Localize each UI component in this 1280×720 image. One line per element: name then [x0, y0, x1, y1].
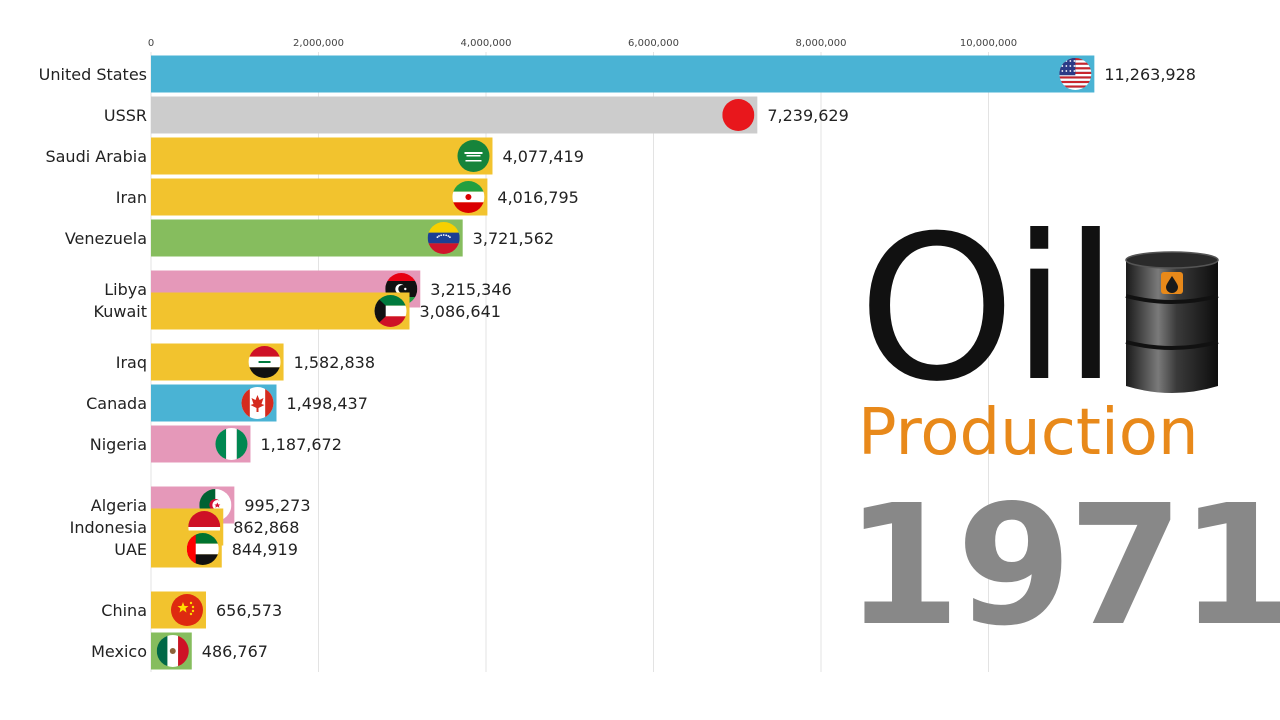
oil-barrel-icon [1125, 251, 1219, 393]
canada-flag-icon [241, 387, 274, 419]
x-tick-label: 6,000,000 [628, 38, 679, 49]
value-label: 11,263,928 [1104, 65, 1196, 84]
category-label: Indonesia [70, 518, 147, 537]
mexico-flag-icon [156, 635, 189, 667]
value-label: 1,187,672 [260, 435, 341, 454]
value-label: 1,498,437 [286, 394, 367, 413]
chart-subtitle: Production [858, 396, 1199, 470]
value-label: 844,919 [232, 540, 298, 559]
value-label: 995,273 [244, 496, 310, 515]
category-label: USSR [104, 106, 147, 125]
us-flag-icon [1059, 58, 1092, 90]
category-label: Iran [116, 188, 147, 207]
bar-united-states [151, 55, 1095, 93]
value-label: 3,721,562 [473, 229, 554, 248]
uae-flag-icon [186, 533, 219, 565]
category-label: UAE [114, 540, 147, 559]
category-label: United States [39, 65, 147, 84]
saudi-flag-icon [457, 140, 490, 172]
category-label: Libya [104, 280, 147, 299]
x-tick-label: 8,000,000 [796, 38, 847, 49]
value-label: 4,077,419 [502, 147, 583, 166]
x-tick-label: 2,000,000 [293, 38, 344, 49]
category-label: Kuwait [94, 302, 147, 321]
category-label: Algeria [91, 496, 147, 515]
bar-kuwait [151, 292, 410, 330]
category-label: Mexico [91, 642, 147, 661]
chart-title: Oil [858, 193, 1119, 426]
value-label: 7,239,629 [767, 106, 848, 125]
value-label: 1,582,838 [294, 353, 375, 372]
value-label: 4,016,795 [497, 188, 578, 207]
venezuela-flag-icon [427, 222, 460, 254]
category-label: Iraq [116, 353, 147, 372]
nigeria-flag-icon [215, 428, 248, 460]
category-label: China [101, 601, 147, 620]
iraq-flag-icon [248, 346, 281, 378]
value-label: 862,868 [233, 518, 299, 537]
value-label: 486,767 [202, 642, 268, 661]
category-label: Saudi Arabia [45, 147, 147, 166]
kuwait-flag-icon [374, 295, 407, 327]
china-flag-icon [170, 594, 203, 626]
category-label: Canada [86, 394, 147, 413]
category-label: Venezuela [65, 229, 147, 248]
value-label: 656,573 [216, 601, 282, 620]
bar-ussr [151, 96, 758, 134]
iran-flag-icon [452, 181, 485, 213]
x-tick-label: 4,000,000 [461, 38, 512, 49]
x-tick-label: 0 [148, 38, 154, 49]
value-label: 3,215,346 [430, 280, 511, 299]
ussr-flag-icon [722, 99, 755, 131]
bar-iran [151, 178, 488, 216]
category-label: Nigeria [90, 435, 147, 454]
bar-venezuela [151, 219, 463, 257]
x-tick-label: 10,000,000 [960, 38, 1017, 49]
year-label: 1971 [845, 470, 1280, 663]
value-label: 3,086,641 [420, 302, 501, 321]
bar-saudi-arabia [151, 137, 493, 175]
